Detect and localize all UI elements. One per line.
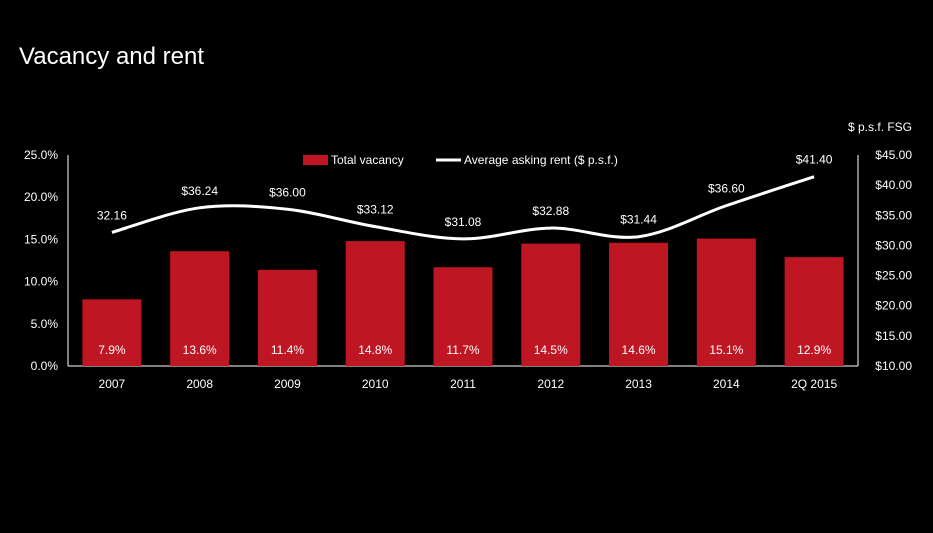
left-tick-label: 15.0% <box>24 232 58 246</box>
vacancy-bar-label: 11.4% <box>271 343 304 357</box>
x-tick-label: 2009 <box>274 377 301 391</box>
vacancy-bar-label: 11.7% <box>446 343 479 357</box>
rent-data-label: 32.16 <box>97 208 127 222</box>
x-tick-label: 2Q 2015 <box>791 377 837 391</box>
left-axis-tick-labels: 0.0% 5.0% 10.0% 15.0% 20.0% 25.0% <box>24 148 58 373</box>
right-tick-label: $20.00 <box>875 299 912 313</box>
vacancy-bar-label: 14.5% <box>534 343 568 357</box>
vacancy-bar <box>609 242 669 366</box>
rent-data-label: $36.24 <box>181 184 218 198</box>
vacancy-bar <box>433 267 493 366</box>
right-tick-label: $35.00 <box>875 208 912 222</box>
rent-data-label: $31.44 <box>620 213 657 227</box>
left-tick-label: 20.0% <box>24 190 58 204</box>
left-tick-label: 10.0% <box>24 275 58 289</box>
vacancy-bar-label: 13.6% <box>183 343 217 357</box>
vacancy-bar-label: 12.9% <box>797 343 831 357</box>
right-tick-label: $15.00 <box>875 329 912 343</box>
right-tick-label: $30.00 <box>875 238 912 252</box>
vacancy-bar-label: 14.6% <box>622 343 656 357</box>
x-tick-label: 2007 <box>99 377 126 391</box>
x-tick-label: 2008 <box>186 377 213 391</box>
legend-swatch-vacancy <box>303 155 328 165</box>
vacancy-bar <box>521 243 581 366</box>
vacancy-bar-label: 15.1% <box>709 343 743 357</box>
rent-data-label: $33.12 <box>357 203 394 217</box>
right-tick-label: $40.00 <box>875 178 912 192</box>
rent-data-label: $31.08 <box>445 215 482 229</box>
vacancy-bar-label: 7.9% <box>98 343 126 357</box>
vacancy-bar <box>257 269 317 366</box>
legend-label-rent: Average asking rent ($ p.s.f.) <box>464 153 618 167</box>
right-tick-label: $45.00 <box>875 148 912 162</box>
vacancy-bar <box>170 251 230 366</box>
right-tick-label: $10.00 <box>875 359 912 373</box>
right-axis-title: $ p.s.f. FSG <box>848 120 912 134</box>
vacancy-bar <box>784 257 844 366</box>
vacancy-bar-label: 14.8% <box>358 343 392 357</box>
x-tick-labels: 2007 2008 2009 2010 2011 2012 2013 2014 2Q 2015 <box>99 377 838 391</box>
vacancy-bar-labels: 7.9% 13.6% 11.4% 14.8% 11.7% 14.5% 14.6% 15.1% 1… <box>98 343 831 357</box>
right-tick-label: $25.00 <box>875 269 912 283</box>
left-tick-label: 0.0% <box>31 359 59 373</box>
vacancy-bar <box>696 238 756 366</box>
rent-data-labels: 32.16 $36.24 $36.00 $33.12 $31.08 $32.88 $31.4… <box>97 153 833 229</box>
rent-data-label: $36.60 <box>708 182 745 196</box>
left-tick-label: 25.0% <box>24 148 58 162</box>
vacancy-bar <box>345 241 405 366</box>
vacancy-bar <box>82 299 142 366</box>
rent-data-label: $32.88 <box>532 204 569 218</box>
rent-data-label: $41.40 <box>796 153 833 167</box>
x-tick-label: 2013 <box>625 377 652 391</box>
x-tick-label: 2011 <box>450 377 476 391</box>
x-tick-label: 2014 <box>713 377 740 391</box>
rent-data-label: $36.00 <box>269 185 306 199</box>
rent-series-line <box>111 175 815 241</box>
left-tick-label: 5.0% <box>31 317 59 331</box>
legend: Total vacancy Average asking rent ($ p.s… <box>303 153 618 167</box>
legend-label-vacancy: Total vacancy <box>331 153 404 167</box>
page-title: Vacancy and rent <box>19 43 205 70</box>
x-tick-label: 2010 <box>362 377 389 391</box>
x-tick-label: 2012 <box>537 377 564 391</box>
vacancy-bars <box>82 238 844 366</box>
right-axis-tick-labels: $10.00 $15.00 $20.00 $25.00 $30.00 $35.00 $40.… <box>875 148 912 373</box>
